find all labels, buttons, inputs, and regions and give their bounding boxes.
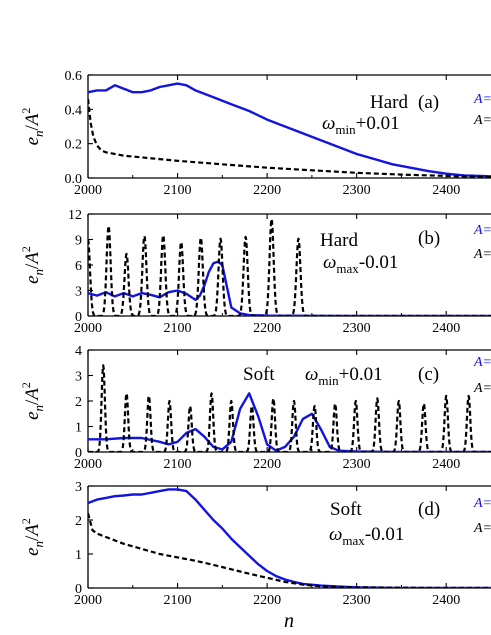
panel-d: 2000 2100 2200 2300 2400 0 1 2 3 en/A2 Soft ωmax-0.… [19,480,491,608]
x-tick-label: 2000 [74,457,102,472]
panel-label: (b) [418,228,440,249]
omega-label: ωmin+0.01 [305,364,383,388]
x-tick-label: 2100 [164,183,192,198]
x-tick-label: 2000 [74,321,102,336]
x-tick-label: 2300 [343,457,371,472]
y-tick-label: 1 [75,548,82,563]
mode-label: Hard [370,92,408,113]
solid-series-line [88,82,491,178]
y-tick-label: 2 [75,395,82,410]
y-tick-label: 0.0 [65,172,83,187]
y-tick-label: 12 [68,208,82,223]
y-tick-label: 2 [75,514,82,529]
legend-solid-fragment: A= [473,92,491,107]
solid-series-line [88,488,491,588]
x-tick-label: 2400 [432,593,460,608]
legend-dashed-fragment: A= [473,381,491,396]
y-tick-label: 9 [75,234,82,249]
x-tick-label: 2000 [74,593,102,608]
x-tick-label: 2100 [164,457,192,472]
x-tick-label: 2300 [343,183,371,198]
x-tick-label: 2100 [164,321,192,336]
x-tick-label: 2300 [343,593,371,608]
y-tick-label: 0 [75,310,82,325]
omega-label: ωmax-0.01 [323,252,398,276]
y-tick-label: 1 [75,421,82,436]
y-tick-label: 0 [75,582,82,597]
y-axis-label: en/A2 [19,382,46,420]
x-tick-label: 2300 [343,321,371,336]
legend-solid-fragment: A= [473,223,491,238]
y-tick-label: 3 [75,285,82,300]
x-tick-label: 2200 [253,321,281,336]
panel-label: (d) [418,499,440,520]
x-axis-label: n [284,610,294,632]
panel-a: 2000 2100 2200 2300 2400 0.0 0.2 0.4 0.6 en/A2 Har… [19,69,491,198]
legend-dashed-fragment: A= [473,247,491,262]
mode-label: Hard [320,230,358,251]
x-tick-label: 2400 [432,457,460,472]
dashed-series-line [88,512,491,588]
legend-dashed-fragment: A= [473,521,491,536]
solid-series-line [88,392,491,452]
y-axis-label: en/A2 [19,518,46,556]
panel-c: 2000 2100 2200 2300 2400 0 1 2 3 4 en/A2 Soft ωmin+0… [19,344,491,472]
solid-series-line [88,260,491,316]
y-tick-label: 3 [75,480,82,495]
dashed-series-line [88,98,491,178]
y-tick-label: 3 [75,370,82,385]
x-tick-label: 2400 [432,321,460,336]
legend-solid-fragment: A= [473,355,491,370]
y-tick-label: 6 [75,259,82,274]
omega-label: ωmax-0.01 [329,524,404,548]
legend-dashed-fragment: A= [473,113,491,128]
panel-label: (c) [418,364,439,385]
x-tick-label: 2200 [253,183,281,198]
x-tick-label: 2100 [164,593,192,608]
y-tick-label: 0.2 [65,138,83,153]
y-tick-label: 0.6 [65,69,83,84]
x-tick-label: 2400 [432,183,460,198]
mode-label: Soft [243,364,275,385]
panel-b: 2000 2100 2200 2300 2400 0 3 6 9 12 en/A2 Hardωmax-… [19,208,491,336]
mode-label: Soft [330,499,362,520]
panel-label: (a) [418,92,439,113]
x-tick-label: 2200 [253,593,281,608]
y-tick-label: 4 [75,344,82,359]
y-tick-label: 0.4 [65,103,83,118]
legend-solid-fragment: A= [473,496,491,511]
x-tick-label: 2000 [74,183,102,198]
y-axis-label: en/A2 [19,246,46,284]
y-tick-label: 0 [75,446,82,461]
x-tick-label: 2200 [253,457,281,472]
omega-label: ωmin+0.01 [322,113,400,137]
y-axis-label: en/A2 [19,108,46,146]
